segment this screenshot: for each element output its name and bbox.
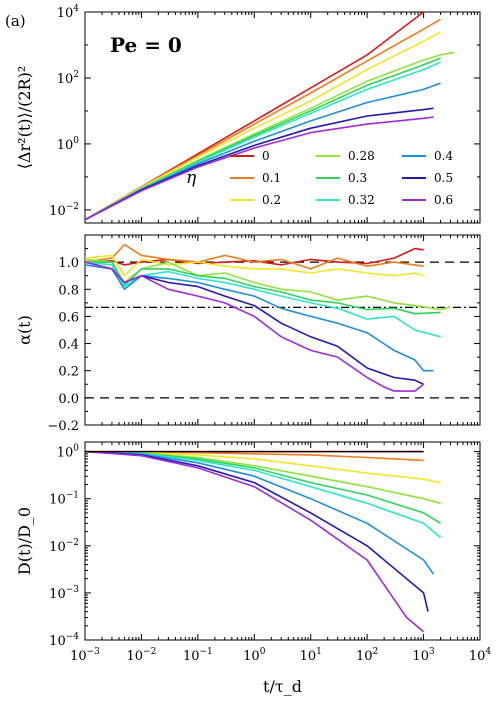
- y-tick-label: 10−3: [49, 585, 79, 602]
- x-tick-label: 101: [300, 647, 322, 664]
- series-line-eta-0.6: [85, 116, 434, 221]
- legend-label-eta-0.4: 0.4: [434, 149, 453, 163]
- x-tick-label: 100: [243, 647, 266, 664]
- legend-title: η: [186, 168, 197, 188]
- legend-label-eta-0.2: 0.2: [262, 193, 281, 207]
- y-tick-label: 10−2: [49, 202, 79, 219]
- series-line-eta-0.6: [85, 261, 425, 392]
- legend-label-eta-0.6: 0.6: [434, 193, 453, 207]
- legend-label-eta-0.32: 0.32: [348, 193, 375, 207]
- peclet-annotation: Pe = 0: [110, 33, 182, 57]
- x-tick-label: 10−2: [127, 647, 157, 664]
- legend-label-eta-0: 0: [262, 149, 270, 163]
- y-tick-label: 0.6: [58, 310, 79, 325]
- legend-label-eta-0.1: 0.1: [262, 171, 281, 185]
- y-tick-label: 10−4: [49, 632, 79, 649]
- y-tick-label: −0.2: [47, 419, 79, 434]
- y-tick-label: 0.4: [58, 338, 79, 353]
- y-tick-label: 0.2: [58, 365, 79, 380]
- series-line-eta-0.4: [85, 82, 441, 221]
- x-tick-label: 103: [412, 647, 435, 664]
- series-line-eta-0.3: [85, 261, 441, 315]
- legend: η 0 0.1 0.2 0.28 0.3 0.32 0.4 0.5 0.6: [186, 149, 453, 207]
- y-tick-label: 102: [57, 70, 79, 87]
- x-tick-label: 104: [469, 647, 492, 664]
- y-axis-label: ⟨Δr²(t)⟩/(2R)²: [15, 66, 34, 170]
- series-line-eta-0.5: [85, 107, 434, 221]
- x-axis-label: t/τ_d: [263, 677, 302, 696]
- plot-frame: [84, 441, 481, 641]
- series-line-eta-0.4: [85, 264, 434, 372]
- series-line-eta-0.1: [85, 243, 424, 270]
- legend-label-eta-0.28: 0.28: [348, 149, 375, 163]
- y-tick-label: 1.0: [58, 256, 79, 271]
- y-tick-label: 100: [57, 136, 80, 153]
- legend-label-eta-0.5: 0.5: [434, 171, 453, 185]
- x-tick-label: 10−1: [183, 647, 213, 664]
- series-line-eta-0.4: [85, 450, 435, 575]
- x-tick-label: 102: [356, 647, 378, 664]
- x-tick-label: 10−3: [70, 647, 100, 664]
- series-line-eta-0.6: [85, 450, 425, 633]
- y-tick-label: 0.8: [58, 283, 79, 298]
- series-line-eta-0.28: [85, 258, 451, 311]
- series-line-eta-0.32: [85, 261, 441, 338]
- panel-tag: (a): [5, 12, 26, 30]
- panel-1: 10−2 100 102 104 ⟨Δr²(t)⟩/(2R)²: [15, 4, 481, 224]
- y-tick-label: 10−2: [49, 538, 79, 555]
- series-group: [85, 450, 442, 633]
- y-axis-label: D(t)/D_0: [15, 507, 34, 575]
- series-line-eta-0.2: [85, 254, 424, 277]
- series-line-eta-0.2: [85, 31, 441, 221]
- series-line-eta-0.32: [85, 450, 442, 539]
- y-tick-label: 0.0: [58, 392, 79, 407]
- y-axis-label: α(t): [15, 315, 34, 345]
- legend-label-eta-0.3: 0.3: [348, 171, 367, 185]
- y-tick-label: 100: [57, 444, 80, 461]
- plot-frame: [84, 11, 481, 224]
- series-group: [85, 12, 455, 221]
- series-line-eta-0.5: [85, 450, 429, 612]
- panel-2: −0.2 0.0 0.2 0.4 0.6 0.8 1.0 α(t): [15, 234, 481, 434]
- y-tick-label: 10−1: [49, 491, 79, 508]
- panel-3: 10−3 10−2 10−1 100 101 102 103 10410−410−310−21…: [15, 441, 492, 664]
- y-tick-label: 104: [57, 4, 80, 21]
- plot-frame: [84, 234, 481, 426]
- series-line-eta-0: [85, 247, 424, 266]
- series-group: [85, 243, 480, 399]
